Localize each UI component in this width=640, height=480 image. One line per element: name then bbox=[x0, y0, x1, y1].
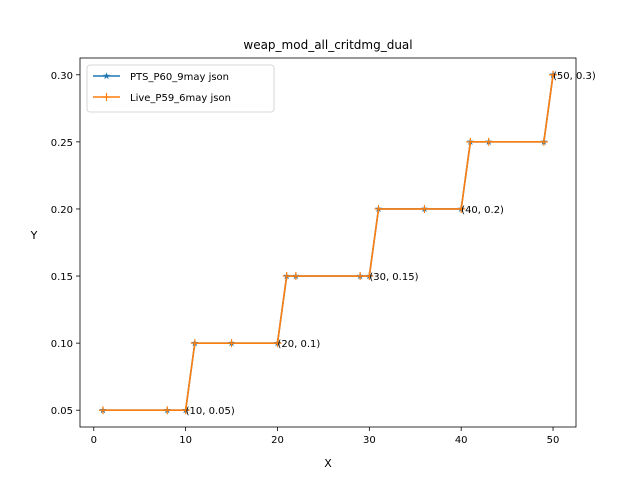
data-point bbox=[227, 339, 236, 348]
legend-label-1: PTS_P60_9may json bbox=[130, 72, 229, 83]
point-annotation: (20, 0.1) bbox=[277, 339, 320, 350]
data-point bbox=[374, 204, 383, 213]
data-point bbox=[365, 272, 374, 281]
data-point bbox=[539, 137, 548, 146]
x-axis-label: X bbox=[324, 457, 332, 470]
legend-marker bbox=[102, 93, 111, 101]
data-point bbox=[181, 406, 190, 415]
plot-area: 0 10 20 30 40 50 0.05 0.10 0.15 0.20 0.25 0.30 (10, … bbox=[51, 57, 596, 446]
axes-frame bbox=[79, 57, 577, 428]
data-point bbox=[291, 272, 300, 281]
data-point bbox=[457, 204, 466, 213]
y-tick-label: 0.15 bbox=[51, 272, 73, 283]
data-point bbox=[420, 204, 429, 213]
x-tick-label: 20 bbox=[271, 435, 284, 446]
data-point bbox=[163, 406, 172, 415]
x-tick-label: 0 bbox=[91, 435, 97, 446]
point-annotation: (10, 0.05) bbox=[186, 406, 235, 417]
data-point bbox=[98, 406, 107, 415]
data-point bbox=[190, 339, 199, 348]
data-point bbox=[549, 70, 558, 79]
data-point bbox=[282, 272, 291, 281]
y-tick-label: 0.05 bbox=[51, 406, 73, 417]
legend-label-2: Live_P59_6may json bbox=[130, 93, 231, 104]
chart-title: weap_mod_all_critdmg_dual bbox=[243, 38, 412, 52]
y-tick-label: 0.20 bbox=[51, 205, 73, 216]
data-point bbox=[273, 339, 282, 348]
y-tick-label: 0.10 bbox=[51, 339, 73, 350]
x-tick-label: 50 bbox=[547, 435, 560, 446]
legend-marker bbox=[102, 72, 111, 80]
legend: PTS_P60_9may json Live_P59_6may json bbox=[86, 64, 275, 113]
point-annotation: (50, 0.3) bbox=[553, 71, 596, 82]
data-point bbox=[484, 137, 493, 146]
y-axis-label: Y bbox=[30, 229, 38, 242]
data-point bbox=[356, 272, 365, 281]
y-tick-label: 0.25 bbox=[51, 138, 73, 149]
legend-box bbox=[86, 64, 275, 113]
y-tick-label: 0.30 bbox=[51, 71, 73, 82]
x-tick-label: 30 bbox=[363, 435, 376, 446]
x-tick-label: 40 bbox=[455, 435, 468, 446]
point-annotation: (40, 0.2) bbox=[461, 205, 504, 216]
data-point bbox=[466, 137, 475, 146]
x-tick-label: 10 bbox=[179, 435, 192, 446]
point-annotation: (30, 0.15) bbox=[369, 272, 418, 283]
